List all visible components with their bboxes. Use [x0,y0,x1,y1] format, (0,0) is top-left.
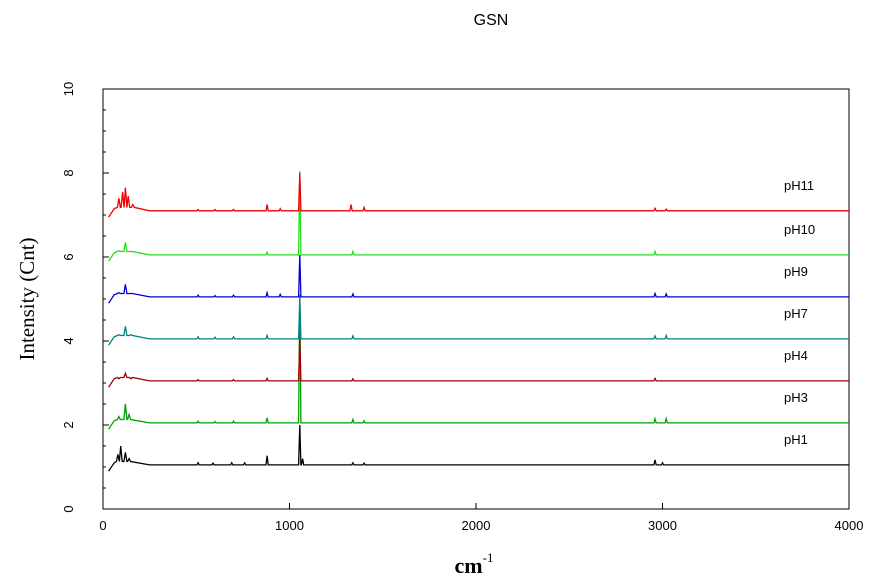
x-axis-label-unit: cm [455,553,483,577]
y-tick-label: 4 [61,337,76,344]
x-axis-ticks: 0 1000 2000 3000 4000 [99,503,863,533]
y-tick-label: 8 [61,169,76,176]
y-tick-label: 10 [61,82,76,96]
series-line-pH11 [108,172,849,218]
y-tick-label: 0 [61,505,76,512]
series-label-pH7: pH7 [784,306,808,321]
traces-group [108,170,849,472]
x-tick-label: 2000 [462,518,491,533]
plot-frame [102,88,850,510]
x-axis-label: cm-1 [455,550,494,577]
y-axis-label: Intensity (Cnt) [15,237,39,360]
chart-title: GSN [474,12,509,29]
x-tick-label: 1000 [275,518,304,533]
series-line-pH7 [108,296,849,346]
series-line-pH1 [108,424,849,472]
x-tick-label: 0 [99,518,106,533]
series-line-pH4 [108,338,849,388]
x-tick-label: 3000 [648,518,677,533]
y-tick-label: 6 [61,253,76,260]
series-labels: pH1 pH3 pH4 pH7 pH9 pH10 pH11 [784,178,815,447]
series-line-pH9 [108,254,849,304]
series-label-pH3: pH3 [784,390,808,405]
series-line-pH10 [108,170,849,262]
x-tick-label: 4000 [835,518,864,533]
y-minor-ticks [103,109,106,489]
series-label-pH1: pH1 [784,432,808,447]
series-label-pH9: pH9 [784,264,808,279]
x-axis-label-superscript: -1 [483,550,494,565]
y-axis-ticks: 0 2 4 6 8 10 [61,82,109,513]
y-tick-label: 2 [61,421,76,428]
series-label-pH10: pH10 [784,222,815,237]
series-label-pH4: pH4 [784,348,808,363]
series-line-pH3 [108,294,849,430]
series-label-pH11: pH11 [784,178,814,193]
